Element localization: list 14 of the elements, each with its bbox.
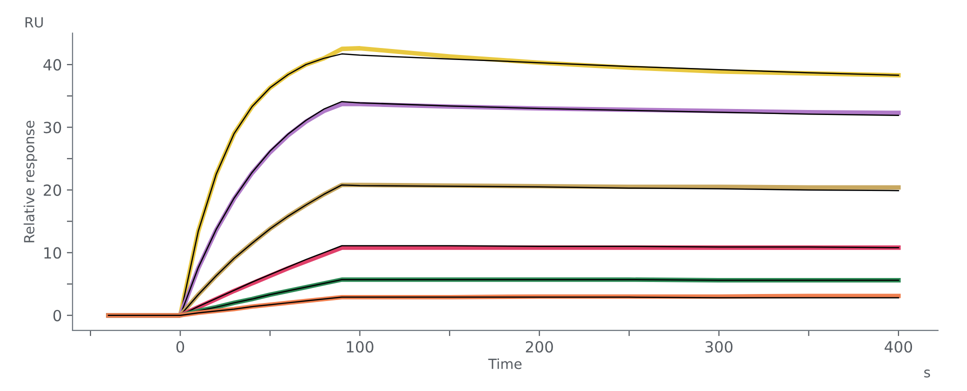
- y-tick-label: 0: [53, 310, 62, 322]
- x-tick-label: 200: [526, 341, 553, 353]
- x-tick-label: 400: [884, 341, 912, 353]
- text: RU: [26, 17, 43, 28]
- y-tick-label: 20: [44, 184, 62, 196]
- y-tick-label: 40: [43, 59, 62, 71]
- x-tick-label: 0: [176, 341, 184, 353]
- x-tick-label: 100: [346, 341, 374, 353]
- y-axis-title: Relative response: [24, 120, 38, 242]
- x-tick-label: 300: [706, 341, 732, 353]
- y-tick-label: 30: [44, 122, 62, 134]
- y-tick-label: 10: [44, 247, 62, 259]
- x-axis-title: Time: [488, 358, 522, 370]
- text: s: [924, 370, 930, 378]
